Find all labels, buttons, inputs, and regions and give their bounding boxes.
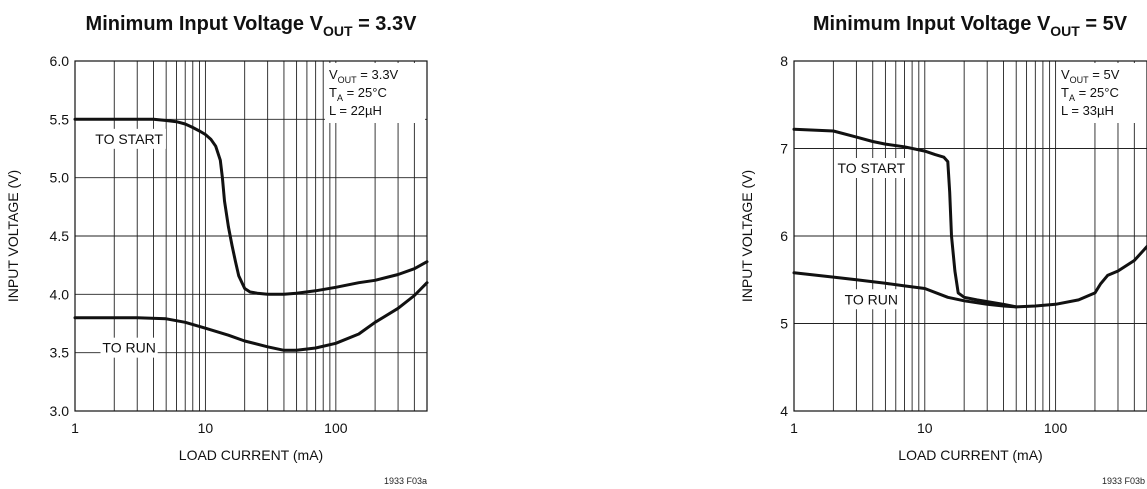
y-tick-label: 4 [780,403,788,419]
series-label: TO RUN [845,291,898,307]
series-label-background [834,158,909,178]
series-label-background [842,289,900,310]
y-tick-label: 3.5 [50,345,70,361]
figure-id: 1933 F03b [1102,476,1145,486]
series-label: TO START [837,160,905,176]
series-label: TO RUN [102,340,155,356]
chart-minimum-input-voltage-5v: Minimum Input Voltage VOUT = 5V 4 5 6 7 8 1 10 1… [739,13,1147,486]
series-line-to-start [73,117,429,296]
series-label-background [92,128,166,149]
series-line-to-run [73,281,429,352]
x-tick-label: 1 [71,420,79,436]
x-tick-label: 1 [790,420,798,436]
grid [794,61,1147,411]
series-label: TO START [95,131,163,147]
condition-text: VOUT = 3.3V [329,67,399,85]
y-tick-label: 5.5 [50,111,70,127]
figure-id: 1933 F03a [384,476,427,486]
x-tick-label: 100 [1044,420,1068,436]
chart-title: Minimum Input Voltage VOUT = 5V [813,13,1128,39]
y-tick-label: 6.0 [50,53,70,69]
y-tick-label: 5 [780,316,788,332]
y-axis-label: INPUT VOLTAGE (V) [5,170,21,302]
series-label-background [100,337,158,358]
x-tick-label: 10 [198,420,214,436]
y-tick-label: 5.0 [50,170,70,186]
y-tick-label: 7 [780,141,788,157]
series-line-to-start [792,127,1147,309]
plot-frame [793,60,1147,412]
y-axis-label: INPUT VOLTAGE (V) [739,170,755,302]
x-tick-label: 10 [917,420,933,436]
conditions-background [325,63,425,123]
condition-text: L = 33µH [1061,103,1114,118]
x-tick-label: 100 [324,420,348,436]
y-tick-label: 3.0 [50,403,70,419]
condition-text: L = 22µH [329,103,382,118]
conditions-background [1057,63,1145,123]
condition-text: TA = 25°C [1061,85,1119,103]
y-tick-label: 4.0 [50,286,70,302]
y-tick-label: 4.5 [50,228,70,244]
y-tick-label: 8 [780,53,788,69]
x-axis-label: LOAD CURRENT (mA) [898,447,1042,463]
condition-text: TA = 25°C [329,85,387,103]
y-tick-label: 6 [780,228,788,244]
condition-text: VOUT = 5V [1061,67,1120,85]
series-line-to-run [792,271,1018,309]
plot-frame [74,60,428,412]
chart-minimum-input-voltage-3v3: Minimum Input Voltage VOUT = 3.3V 3.0 3.5 4… [5,13,429,486]
chart-title: Minimum Input Voltage VOUT = 3.3V [86,13,418,39]
x-axis-label: LOAD CURRENT (mA) [179,447,323,463]
